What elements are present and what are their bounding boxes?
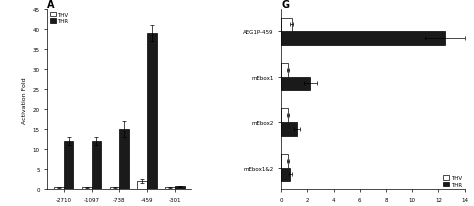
Legend: THV, THR: THV, THR [443, 176, 462, 187]
Bar [281, 19, 292, 32]
Text: G: G [281, 0, 289, 9]
Bar [91, 142, 101, 190]
Bar [64, 142, 73, 190]
Text: A: A [47, 0, 55, 9]
Bar [281, 123, 297, 136]
Bar [82, 187, 91, 190]
Legend: THV, THR: THV, THR [50, 13, 69, 24]
Bar [147, 34, 157, 190]
Bar [137, 181, 147, 190]
Y-axis label: Activation Fold: Activation Fold [22, 77, 27, 123]
Bar [281, 109, 288, 123]
Bar [54, 187, 64, 190]
Bar [281, 168, 291, 181]
Bar [119, 130, 129, 190]
Bar [281, 32, 445, 46]
Bar [281, 64, 288, 77]
Bar [175, 186, 185, 190]
Bar [281, 154, 288, 168]
Bar [109, 187, 119, 190]
Bar [281, 77, 310, 91]
Bar [165, 187, 175, 190]
